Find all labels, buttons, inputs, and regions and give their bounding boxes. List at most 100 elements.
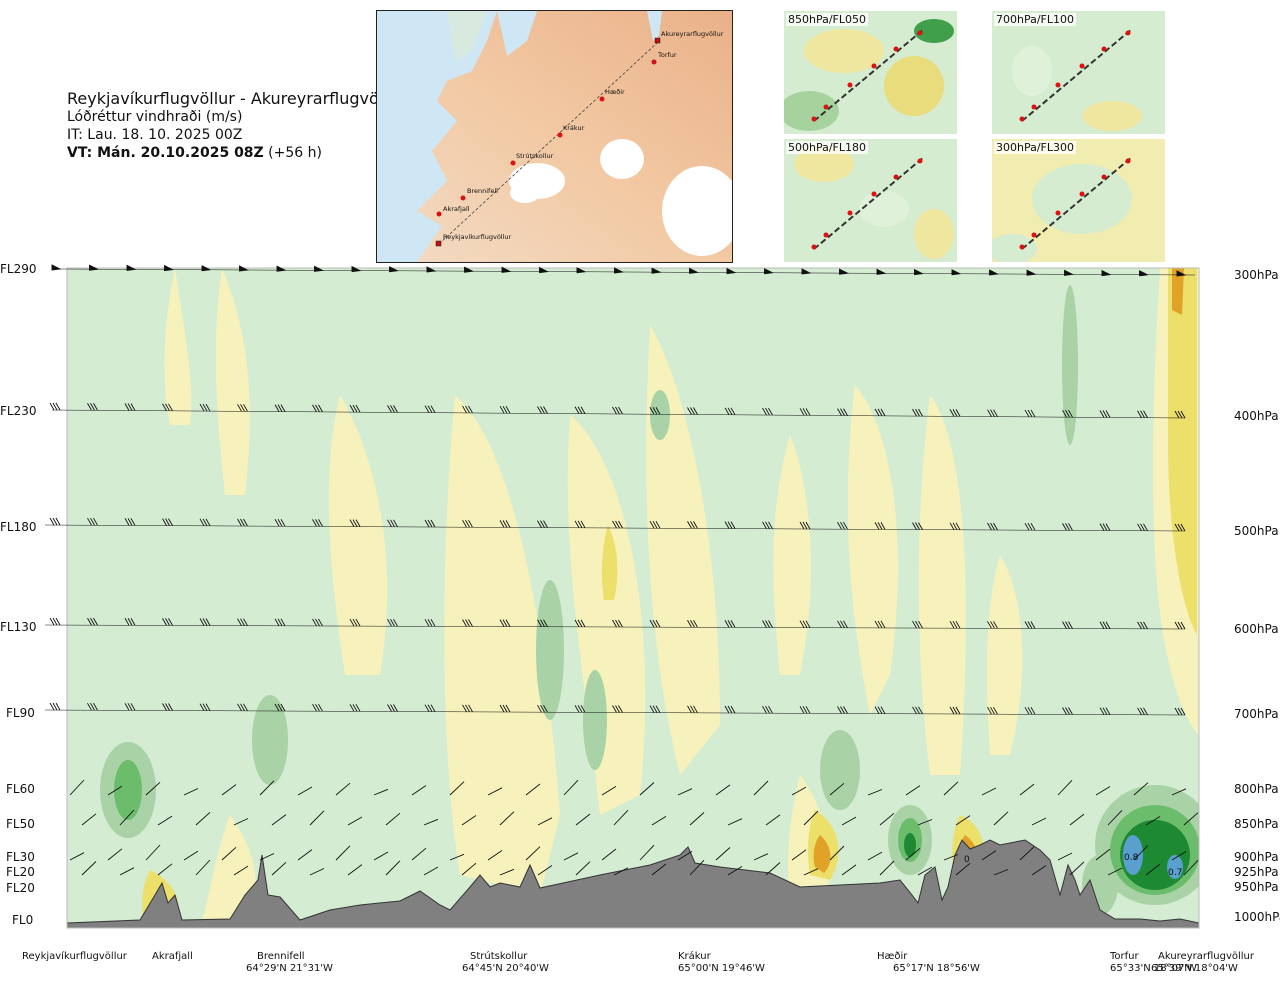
wind-barb: [837, 620, 842, 629]
wind-barb: [127, 518, 133, 526]
wind-barb: [199, 703, 205, 711]
wind-barb: [240, 703, 245, 712]
fl-tick-label: FL130: [0, 620, 37, 634]
wind-barb: [393, 405, 398, 413]
wind-barb: [390, 519, 395, 528]
wind-barb: [157, 863, 173, 876]
wind-barb: [1027, 409, 1033, 418]
wind-barb: [1095, 786, 1111, 796]
wind-barb: [880, 620, 886, 629]
wind-barb: [580, 520, 586, 529]
wind-barb: [502, 704, 508, 713]
wind-barb: [918, 706, 923, 715]
wind-barb: [874, 408, 880, 417]
wind-barb: [124, 403, 130, 411]
wind-barb: [537, 865, 553, 876]
wind-barb: [502, 520, 508, 528]
chart-annotations: 0.8 0.7 0: [964, 853, 1182, 878]
fl-tick-label: FL230: [0, 404, 37, 418]
wind-barb: [803, 810, 819, 826]
wind-barb: [693, 521, 698, 529]
wind-barb: [87, 403, 92, 411]
wind-barb: [987, 706, 992, 715]
wind-barb: [914, 268, 925, 276]
fl-tick-label: FL90: [6, 706, 35, 720]
wind-barb: [1137, 410, 1142, 418]
wind-barb: [1145, 816, 1161, 826]
wind-barb: [1026, 269, 1037, 276]
wind-barb: [49, 702, 55, 711]
wind-barb: [805, 620, 811, 628]
wind-barb: [601, 848, 617, 861]
wind-barb: [952, 409, 958, 417]
wind-barb: [843, 620, 848, 629]
wind-barb: [614, 267, 625, 274]
wind-barb: [259, 853, 275, 861]
wind-barb: [385, 860, 401, 876]
wind-barb: [411, 847, 427, 861]
wind-barb: [1065, 409, 1070, 418]
wind-barb: [601, 785, 617, 796]
wind-barb: [90, 702, 95, 711]
wind-barb: [727, 620, 733, 628]
wind-barb: [1107, 867, 1123, 876]
wind-barb: [879, 860, 895, 876]
wind-barb: [580, 705, 586, 713]
valid-time: VT: Mán. 20.10.2025 08Z: [67, 145, 264, 161]
wind-barb: [867, 851, 883, 861]
wind-barb: [615, 406, 620, 415]
wind-barb: [199, 618, 205, 626]
wind-barb: [876, 268, 887, 275]
pressure-tick-label: 500hPa: [1234, 524, 1279, 538]
wind-barb: [274, 618, 280, 627]
wind-barb: [280, 703, 286, 712]
wind-barb: [918, 522, 923, 530]
wind-barb: [791, 849, 807, 861]
wind-barb: [90, 517, 95, 526]
wind-barb: [240, 618, 245, 626]
wind-barb: [1145, 863, 1161, 876]
wind-barb: [312, 519, 317, 527]
wind-barb: [390, 618, 395, 627]
wind-barb: [352, 404, 358, 413]
wind-barb: [1102, 621, 1108, 629]
wind-barb: [915, 706, 920, 715]
wind-barb: [124, 618, 130, 626]
wind-barb: [874, 620, 880, 629]
wind-barb: [918, 620, 923, 629]
wind-barb: [87, 702, 92, 711]
wind-barb: [1101, 269, 1112, 277]
wind-barb: [1143, 523, 1148, 532]
wind-barb: [426, 266, 437, 273]
wind-barb: [879, 812, 895, 826]
wind-barb: [677, 788, 693, 796]
wind-barb: [1174, 621, 1180, 630]
wind-barb: [993, 706, 998, 715]
wind-barb: [87, 617, 92, 626]
wind-barb: [124, 703, 130, 711]
wind-barb: [577, 705, 583, 713]
wind-barb: [1174, 523, 1180, 532]
wind-barb: [69, 852, 85, 861]
wind-barb: [1068, 621, 1073, 629]
wind-barb: [233, 818, 249, 826]
wind-barb: [651, 863, 667, 876]
mini-map-label: 700hPa/FL100: [994, 13, 1077, 26]
wind-barb: [949, 706, 955, 715]
wind-barb: [1069, 813, 1085, 826]
location-label: Brennifell 64°29'N 21°31'W: [246, 951, 333, 974]
wind-barb: [1024, 621, 1030, 629]
wind-barb: [762, 407, 767, 416]
wind-barb: [730, 705, 736, 714]
wind-barb: [315, 703, 320, 712]
wind-barb: [237, 404, 242, 412]
wind-barb: [618, 705, 623, 713]
wind-barb: [157, 815, 173, 826]
wind-barb: [387, 704, 392, 712]
wind-barb: [202, 618, 208, 626]
wind-barb: [352, 618, 358, 627]
wind-barb: [1171, 788, 1187, 796]
wind-barb: [1099, 410, 1105, 418]
map-label: Krákur: [563, 124, 585, 132]
wind-barb: [315, 519, 320, 527]
